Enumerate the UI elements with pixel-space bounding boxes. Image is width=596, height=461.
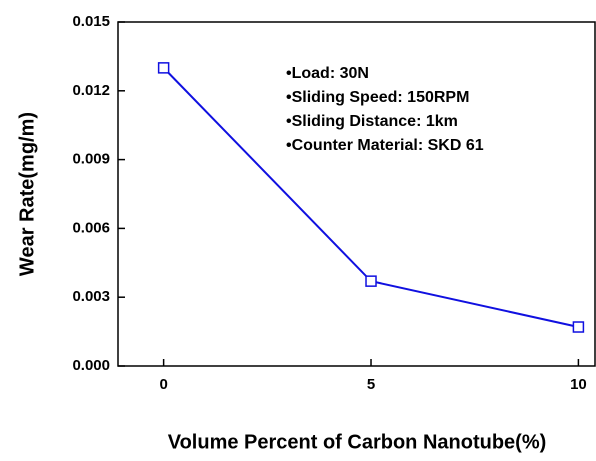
x-tick-label: 0 (159, 376, 167, 393)
y-tick-label: 0.003 (72, 288, 110, 305)
y-tick-label: 0.000 (72, 357, 110, 374)
annotation: •Sliding Speed: 150RPM (286, 89, 469, 106)
y-tick-label: 0.006 (72, 219, 110, 236)
marker (572, 321, 585, 333)
y-tick-label: 0.009 (72, 151, 110, 168)
y-tick-label: 0.015 (72, 13, 110, 30)
marker (365, 275, 377, 287)
annotation: •Sliding Distance: 1km (286, 113, 458, 130)
x-axis-label: Volume Percent of Carbon Nanotube(%) (168, 431, 547, 453)
annotation: •Load: 30N (286, 65, 369, 82)
marker (157, 62, 170, 74)
x-tick-label: 5 (367, 376, 375, 393)
x-tick-label: 10 (570, 376, 587, 393)
plot-frame (117, 21, 596, 367)
y-axis-label: Wear Rate(mg/m) (16, 112, 38, 276)
y-tick-label: 0.012 (72, 82, 110, 99)
series-line (162, 67, 579, 328)
annotation: •Counter Material: SKD 61 (286, 137, 484, 154)
